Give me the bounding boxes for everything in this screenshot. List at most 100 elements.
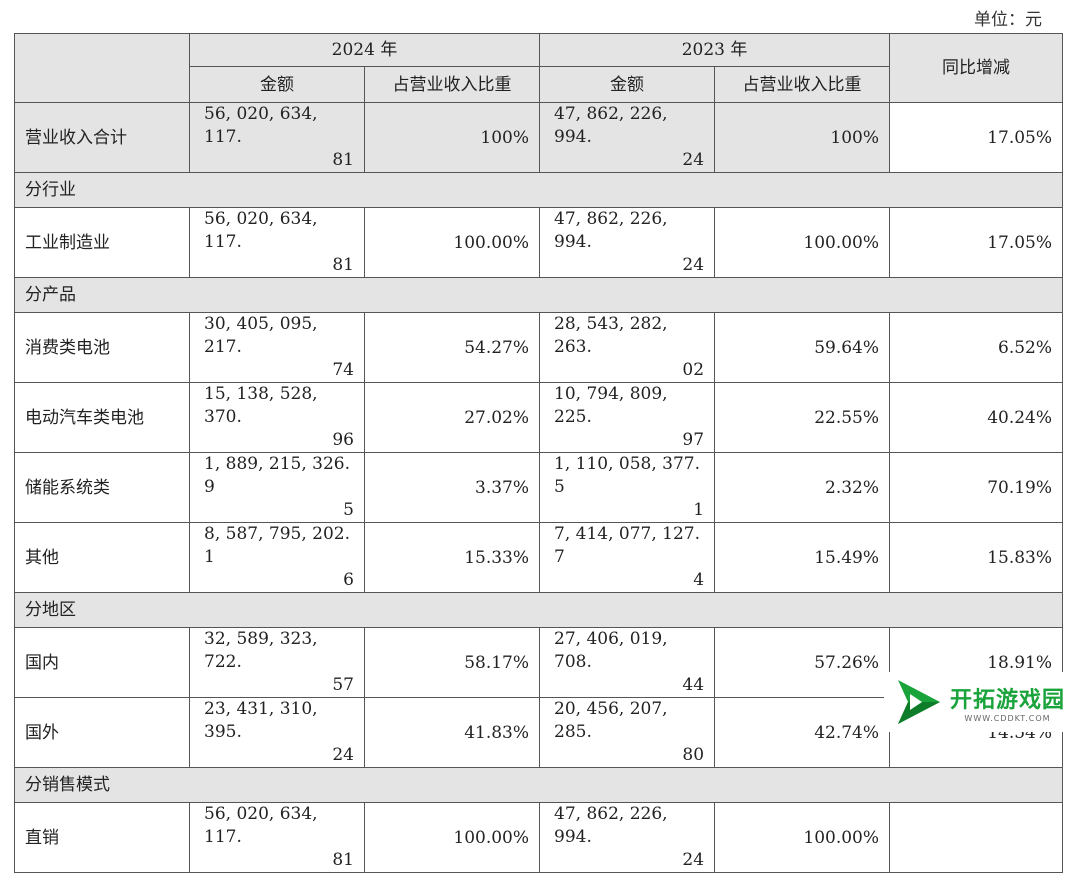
- revenue-table: 2024 年 2023 年 同比增减 金额 占营业收入比重 金额 占营业收入比重…: [13, 33, 1064, 873]
- amount-2024-cell: 56, 020, 634, 117. 81: [189, 207, 365, 278]
- amount-line-1: 23, 431, 310, 395.: [204, 699, 318, 742]
- amount-line-2: 4: [693, 570, 705, 590]
- amount-line-1: 27, 406, 019, 708.: [554, 629, 668, 672]
- ratio-2024-cell: 100.00%: [363, 802, 541, 873]
- amount-line-1: 7, 414, 077, 127. 7: [554, 524, 701, 567]
- ratio-2024-cell: 15.33%: [363, 522, 541, 593]
- amount-line-1: 56, 020, 634, 117.: [204, 209, 318, 252]
- amount-line-1: 8, 587, 795, 202. 1: [204, 524, 350, 567]
- section-title: 分销售模式: [13, 767, 1064, 803]
- row-label: 工业制造业: [14, 207, 190, 278]
- row-label: 国内: [14, 627, 190, 698]
- ratio-2024-cell: 58.17%: [363, 627, 541, 698]
- row-label: 电动汽车类电池: [14, 382, 190, 453]
- yoy-cell: [889, 802, 1064, 873]
- header-year-2023: 2023 年: [539, 33, 891, 67]
- amount-line-2: 81: [332, 150, 354, 170]
- ratio-2023-cell: 15.49%: [714, 522, 891, 593]
- amount-line-2: 97: [682, 430, 705, 450]
- row-label: 营业收入合计: [14, 102, 190, 173]
- amount-line-2: 81: [332, 255, 354, 275]
- table-row: 工业制造业 56, 020, 634, 117. 81 100.00% 47, 862,…: [14, 207, 1064, 278]
- table-row: 直销 56, 020, 634, 117. 81 100.00% 47, 862, 22…: [14, 802, 1064, 873]
- row-label: 储能系统类: [14, 452, 190, 523]
- table-row: 消费类电池 30, 405, 095, 217. 74 54.27% 28, 543, …: [14, 312, 1064, 383]
- header-amount-2024: 金额: [189, 66, 365, 103]
- amount-2023-cell: 47, 862, 226, 994. 24: [539, 802, 716, 873]
- amount-2023-cell: 28, 543, 282, 263. 02: [539, 312, 716, 383]
- header-amount-2023: 金额: [539, 66, 716, 103]
- amount-line-2: 24: [682, 255, 705, 275]
- table-header: 2024 年 2023 年 同比增减 金额 占营业收入比重 金额 占营业收入比重: [14, 33, 1064, 103]
- amount-2023-cell: 27, 406, 019, 708. 44: [539, 627, 716, 698]
- amount-line-1: 30, 405, 095, 217.: [204, 314, 318, 357]
- table-row: 储能系统类 1, 889, 215, 326. 9 5 3.37% 1, 110, 05…: [14, 452, 1064, 523]
- amount-line-1: 56, 020, 634, 117.: [204, 104, 318, 147]
- amount-line-2: 96: [332, 430, 354, 450]
- ratio-2023-cell: 59.64%: [714, 312, 891, 383]
- row-label: 消费类电池: [14, 312, 190, 383]
- amount-2024-cell: 32, 589, 323, 722. 57: [189, 627, 365, 698]
- amount-2023-cell: 1, 110, 058, 377. 5 1: [539, 452, 716, 523]
- amount-2024-cell: 8, 587, 795, 202. 1 6: [189, 522, 365, 593]
- section-row: 分销售模式: [13, 767, 1064, 803]
- ratio-2023-cell: 100.00%: [714, 207, 891, 278]
- section-title: 分地区: [13, 592, 1064, 628]
- ratio-2024-cell: 100%: [363, 102, 541, 173]
- amount-line-2: 44: [682, 675, 705, 695]
- watermark: 开拓游戏园 WWW.CDDKT.COM: [884, 672, 1080, 732]
- ratio-2023-cell: 57.26%: [714, 627, 891, 698]
- yoy-cell: 17.05%: [889, 207, 1064, 278]
- table-body: 营业收入合计 56, 020, 634, 117. 81 100% 47, 862…: [13, 102, 1064, 873]
- yoy-cell: 17.05%: [889, 102, 1064, 173]
- amount-line-2: 1: [693, 500, 705, 520]
- header-blank-cell: [14, 33, 190, 103]
- amount-line-2: 81: [332, 850, 354, 870]
- row-label: 直销: [14, 802, 190, 873]
- watermark-url: WWW.CDDKT.COM: [964, 713, 1051, 723]
- amount-line-1: 32, 589, 323, 722.: [204, 629, 318, 672]
- amount-line-1: 10, 794, 809, 225.: [554, 384, 668, 427]
- amount-line-2: 5: [343, 500, 354, 520]
- amount-2024-cell: 56, 020, 634, 117. 81: [189, 102, 365, 173]
- amount-2024-cell: 56, 020, 634, 117. 81: [189, 802, 365, 873]
- amount-line-2: 80: [682, 745, 705, 765]
- amount-line-1: 47, 862, 226, 994.: [554, 209, 668, 252]
- ratio-2024-cell: 54.27%: [363, 312, 541, 383]
- section-title: 分产品: [13, 277, 1064, 313]
- watermark-name: 开拓游戏园: [950, 687, 1066, 713]
- ratio-2024-cell: 100.00%: [363, 207, 541, 278]
- section-title: 分行业: [13, 172, 1064, 208]
- amount-line-2: 74: [332, 360, 354, 380]
- header-year-2024: 2024 年: [188, 33, 541, 67]
- amount-2024-cell: 30, 405, 095, 217. 74: [189, 312, 365, 383]
- unit-label: 单位：元: [974, 10, 1042, 30]
- yoy-cell: 40.24%: [889, 382, 1064, 453]
- ratio-2023-cell: 42.74%: [714, 697, 891, 768]
- ratio-2023-cell: 100.00%: [714, 802, 891, 873]
- amount-2023-cell: 20, 456, 207, 285. 80: [539, 697, 716, 768]
- amount-2024-cell: 1, 889, 215, 326. 9 5: [189, 452, 365, 523]
- amount-line-1: 15, 138, 528, 370.: [204, 384, 318, 427]
- ratio-2024-cell: 27.02%: [363, 382, 541, 453]
- amount-2023-cell: 7, 414, 077, 127. 7 4: [539, 522, 716, 593]
- amount-line-1: 47, 862, 226, 994.: [554, 804, 668, 847]
- ratio-2023-cell: 100%: [714, 102, 891, 173]
- amount-line-2: 24: [332, 745, 354, 765]
- header-ratio-2023: 占营业收入比重: [714, 66, 891, 103]
- section-row: 分地区: [13, 592, 1064, 628]
- green-play-triangle-icon: [898, 680, 940, 724]
- table-row: 其他 8, 587, 795, 202. 1 6 15.33% 7, 414, 077,…: [14, 522, 1064, 593]
- header-yoy: 同比增减: [889, 33, 1064, 103]
- ratio-2023-cell: 2.32%: [714, 452, 891, 523]
- section-row: 分产品: [13, 277, 1064, 313]
- ratio-2024-cell: 3.37%: [363, 452, 541, 523]
- amount-2023-cell: 47, 862, 226, 994. 24: [539, 207, 716, 278]
- amount-line-2: 24: [682, 150, 705, 170]
- header-ratio-2024: 占营业收入比重: [363, 66, 541, 103]
- ratio-2023-cell: 22.55%: [714, 382, 891, 453]
- amount-line-2: 02: [682, 360, 705, 380]
- table-row-total: 营业收入合计 56, 020, 634, 117. 81 100% 47, 862…: [14, 102, 1064, 173]
- amount-line-2: 6: [343, 570, 354, 590]
- amount-2024-cell: 15, 138, 528, 370. 96: [189, 382, 365, 453]
